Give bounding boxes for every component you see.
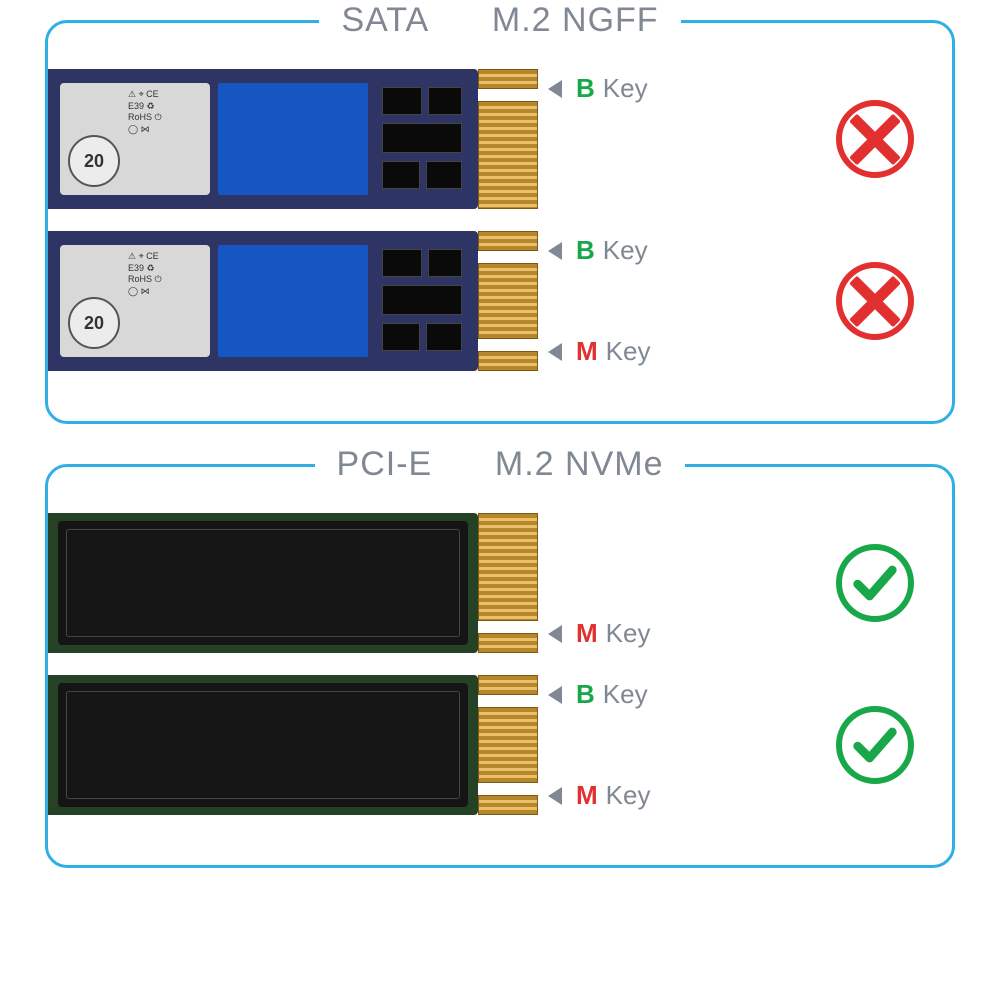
key-column: B Key <box>538 69 738 209</box>
pointer-icon <box>548 686 562 704</box>
nand-chip <box>218 245 368 357</box>
connector-fingers <box>478 231 538 371</box>
panel-title: PCI-E M.2 NVMe <box>315 445 686 484</box>
connector-fingers <box>478 69 538 209</box>
key-letter: M <box>576 618 598 649</box>
cross-icon <box>836 262 914 340</box>
regulatory-label: 20⚠ ⌖ CEE39 ♻RoHS ⏻◯ ⋈ <box>60 83 210 195</box>
pointer-icon <box>548 343 562 361</box>
key-letter: M <box>576 780 598 811</box>
key-word: Key <box>606 780 651 811</box>
ssd-sata: 20⚠ ⌖ CEE39 ♻RoHS ⏻◯ ⋈ <box>48 231 538 371</box>
key-word: Key <box>606 618 651 649</box>
title-left: PCI-E <box>337 445 433 483</box>
pointer-icon <box>548 80 562 98</box>
cross-icon <box>836 100 914 178</box>
ssd-nvme <box>48 513 538 653</box>
key-label: B Key <box>548 73 738 104</box>
key-letter: M <box>576 336 598 367</box>
title-left: SATA <box>341 1 429 39</box>
key-column: M Key <box>538 513 738 653</box>
key-label: B Key <box>548 679 738 710</box>
key-word: Key <box>606 336 651 367</box>
pointer-icon <box>548 242 562 260</box>
ssd-row: 20⚠ ⌖ CEE39 ♻RoHS ⏻◯ ⋈BKey <box>76 69 924 209</box>
key-word: Key <box>603 235 648 266</box>
status-column <box>738 100 924 178</box>
ssd-row: B Key M Key <box>76 675 924 815</box>
panel-title: SATA M.2 NGFF <box>319 1 680 40</box>
key-letter: B <box>576 235 595 266</box>
key-column: B Key M Key <box>538 675 738 815</box>
ssd-row: 20⚠ ⌖ CEE39 ♻RoHS ⏻◯ ⋈BKeyMKey <box>76 231 924 371</box>
ssd-row: M Key <box>76 513 924 653</box>
key-letter: B <box>576 73 595 104</box>
connector-fingers <box>478 675 538 815</box>
title-right: M.2 NGFF <box>492 1 659 39</box>
panel-nvme: PCI-E M.2 NVMeMKeyBKeyMKey <box>45 464 955 868</box>
nand-chip <box>218 83 368 195</box>
panel-sata: SATA M.2 NGFF20⚠ ⌖ CEE39 ♻RoHS ⏻◯ ⋈BKey2… <box>45 20 955 424</box>
ssd-nvme <box>48 675 538 815</box>
check-icon <box>836 544 914 622</box>
key-word: Key <box>603 679 648 710</box>
check-icon <box>836 706 914 784</box>
key-label: M Key <box>548 618 738 649</box>
connector-fingers <box>478 513 538 653</box>
heatsink <box>58 521 468 645</box>
status-column <box>738 262 924 340</box>
status-column <box>738 544 924 622</box>
key-column: B Key M Key <box>538 231 738 371</box>
status-column <box>738 706 924 784</box>
key-label: B Key <box>548 235 738 266</box>
pointer-icon <box>548 625 562 643</box>
heatsink <box>58 683 468 807</box>
pointer-icon <box>548 787 562 805</box>
ssd-sata: 20⚠ ⌖ CEE39 ♻RoHS ⏻◯ ⋈ <box>48 69 538 209</box>
key-label: M Key <box>548 780 738 811</box>
title-right: M.2 NVMe <box>495 445 664 483</box>
key-label: M Key <box>548 336 738 367</box>
key-word: Key <box>603 73 648 104</box>
regulatory-label: 20⚠ ⌖ CEE39 ♻RoHS ⏻◯ ⋈ <box>60 245 210 357</box>
key-letter: B <box>576 679 595 710</box>
